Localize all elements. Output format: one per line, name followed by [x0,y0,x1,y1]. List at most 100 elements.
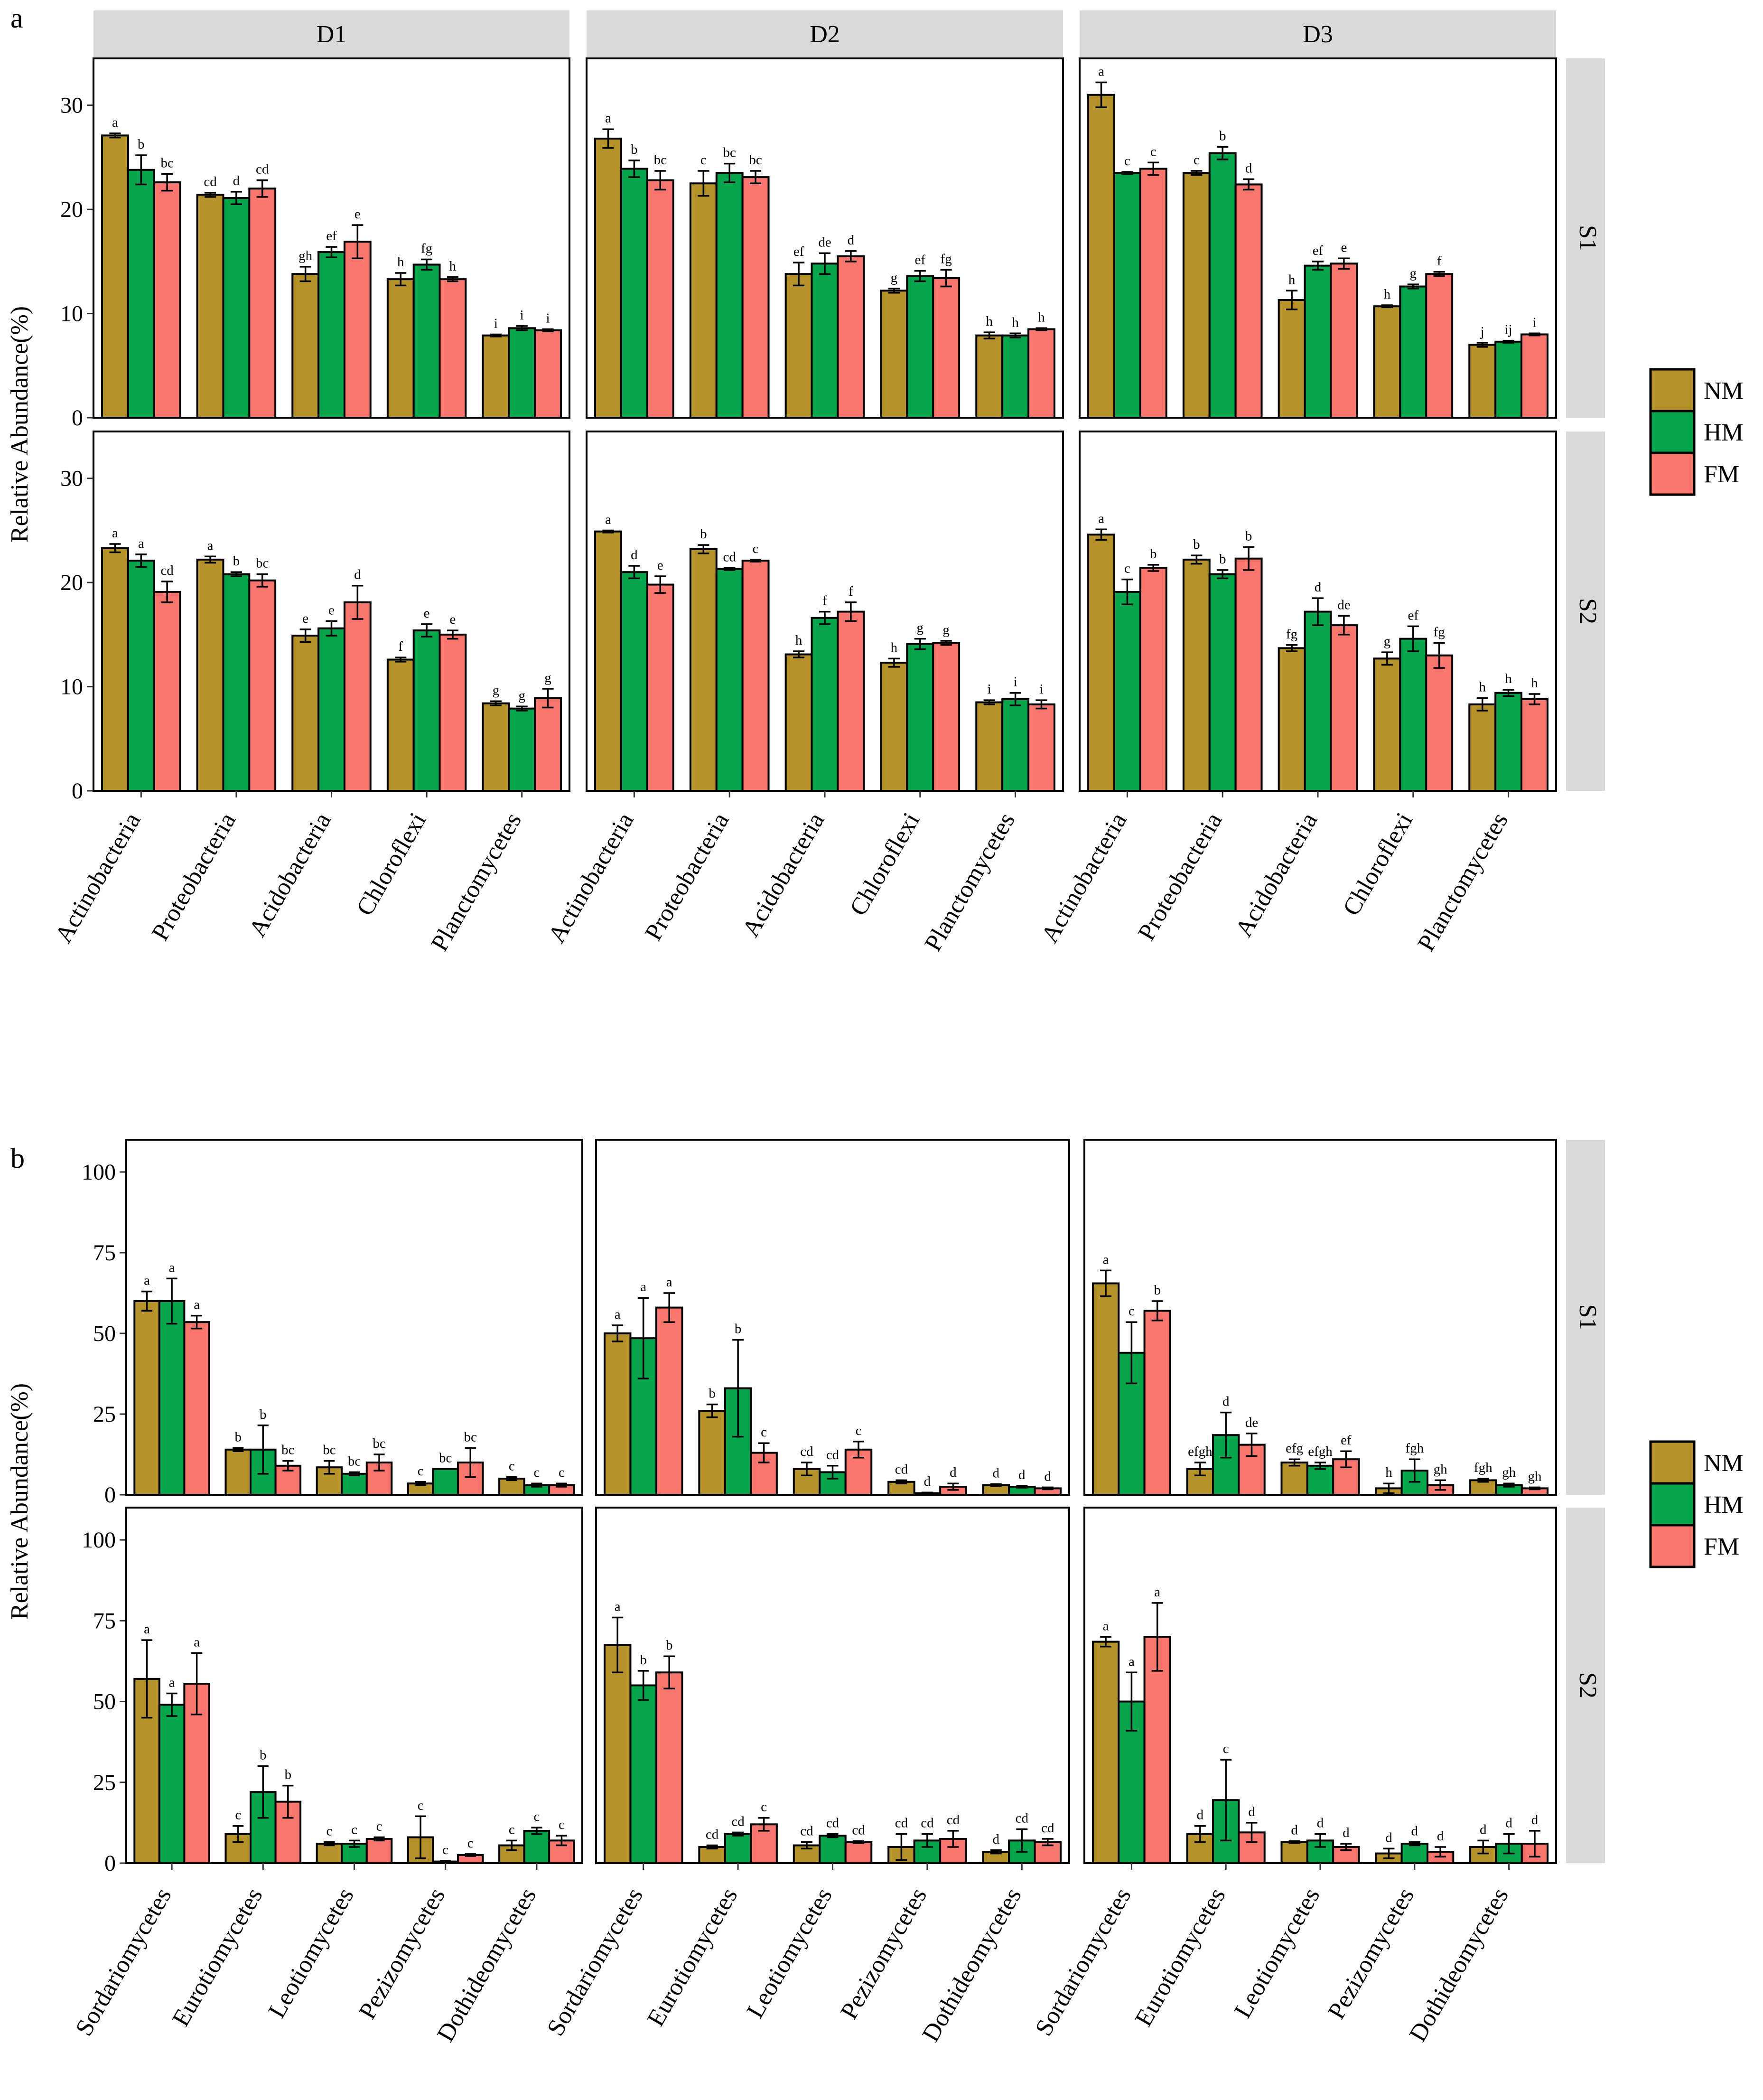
x-category-label: Pezizomycetes [1323,1884,1419,2024]
bar-HM-Planctomycetes [508,327,536,419]
significance-letter: d [1197,1808,1204,1823]
significance-letter: h [795,633,802,648]
x-category-label: Acidobacteria [737,808,830,942]
significance-letter: d [1343,1825,1350,1840]
bar-HM-Chloroflexi [906,275,934,419]
bar-HM-Planctomycetes [508,707,536,792]
bar-HM-Actinobacteria [620,168,648,419]
significance-letter: fg [941,251,952,266]
significance-letter: fgh [1474,1460,1492,1475]
y-tick-label: 25 [93,1402,116,1427]
significance-letter: e [302,611,308,626]
bar-HM-Proteobacteria [715,568,744,792]
significance-letter: d [1385,1830,1392,1845]
bar-FM-Planctomycetes [534,329,562,419]
significance-letter: b [631,142,638,157]
significance-letter: c [467,1836,474,1851]
bar-FM-Sordariomycetes [1143,1310,1171,1496]
y-tick-label: 100 [82,1160,116,1185]
bar-FM-Planctomycetes [1520,333,1548,419]
bar-FM-Acidobacteria [1330,624,1358,792]
bar-FM-Proteobacteria [741,176,770,419]
bar-HM-Chloroflexi [412,629,441,792]
facet-D1-S2: a a a c b b c c c c c c c c c [125,1507,583,1865]
significance-letter: d [993,1466,1000,1481]
y-tick-label: 25 [93,1770,116,1795]
significance-letter: ef [326,228,337,244]
significance-letter: b [260,1748,267,1763]
x-category-label: Actinobacteria [543,808,639,948]
facet-border [1083,1139,1557,1496]
significance-letter: a [615,1599,621,1614]
bar-NM-Proteobacteria [1182,558,1211,792]
significance-letter: d [1480,1822,1487,1837]
y-tick-label: 10 [60,301,83,327]
significance-letter: g [891,270,898,285]
bar-HM-Dothideomycetes [523,1829,550,1865]
bar-NM-Planctomycetes [975,701,1004,792]
significance-letter: i [1039,682,1043,697]
significance-letter: i [1014,675,1017,690]
significance-letter: c [1194,152,1200,168]
significance-letter: g [493,683,500,698]
bar-NM-Chloroflexi [1373,657,1401,792]
bar-FM-Sordariomycetes [655,1306,683,1496]
legend-swatch-FM [1649,451,1696,496]
significance-letter: ij [1505,322,1512,338]
significance-letter: b [1245,529,1252,544]
significance-letter: d [1317,1816,1324,1831]
facet-border [586,57,1064,419]
legend-label: NM [1704,377,1744,404]
bar-HM-Proteobacteria [715,172,744,419]
bar-NM-Planctomycetes [1468,344,1497,419]
bar-NM-Actinobacteria [1087,94,1115,419]
bar-HM-Chloroflexi [906,643,934,792]
significance-letter: b [233,553,240,569]
significance-letter: cd [706,1827,719,1842]
x-category-label: Leotiomycetes [1229,1884,1325,2023]
significance-letter: c [700,152,707,168]
x-category-label: Proteobacteria [640,808,735,946]
significance-letter: h [986,314,993,329]
bar-HM-Actinobacteria [620,571,648,792]
x-category-label: Sordariomycetes [1030,1884,1137,2041]
bar-FM-Chloroflexi [1425,273,1454,419]
significance-letter: h [1531,675,1538,691]
bar-HM-Proteobacteria [1208,152,1237,419]
significance-letter: c [1223,1741,1229,1756]
bar-FM-Chloroflexi [1425,654,1454,792]
significance-letter: cd [826,1447,840,1462]
significance-letter: ef [915,253,926,268]
bar-HM-Leotiomycetes [341,1472,368,1496]
facet-D1-S2: a a cd a b bc e e d f e e g g g [93,431,570,792]
bar-NM-Chloroflexi [1373,305,1401,419]
facet-D3-S2: a a a d c d d d d d d d d d d [1083,1507,1557,1865]
legend-swatch-NM [1649,368,1696,412]
significance-letter: g [917,620,924,636]
bar-FM-Acidobacteria [343,601,372,792]
significance-letter: a [1098,511,1104,526]
bar-FM-Leotiomycetes [844,1841,873,1865]
significance-letter: b [709,1386,716,1401]
significance-letter: a [1129,1654,1135,1669]
significance-letter: a [1098,64,1104,79]
significance-letter: cd [826,1816,840,1831]
bar-NM-Actinobacteria [1087,534,1115,792]
x-category-label: Actinobacteria [1036,808,1132,948]
significance-letter: c [533,1465,540,1480]
significance-letter: fg [1434,624,1445,639]
significance-letter: c [533,1809,540,1824]
bar-FM-Acidobacteria [343,241,372,419]
significance-letter: d [1222,1394,1230,1409]
significance-letter: c [326,1824,333,1839]
bar-HM-Chloroflexi [1399,285,1427,419]
y-tick-label: 50 [93,1689,116,1715]
bar-FM-Actinobacteria [1139,567,1167,792]
bar-NM-Acidobacteria [291,635,320,792]
bar-NM-Planctomycetes [482,334,510,419]
significance-letter: c [442,1842,448,1857]
bar-FM-Actinobacteria [646,179,674,419]
